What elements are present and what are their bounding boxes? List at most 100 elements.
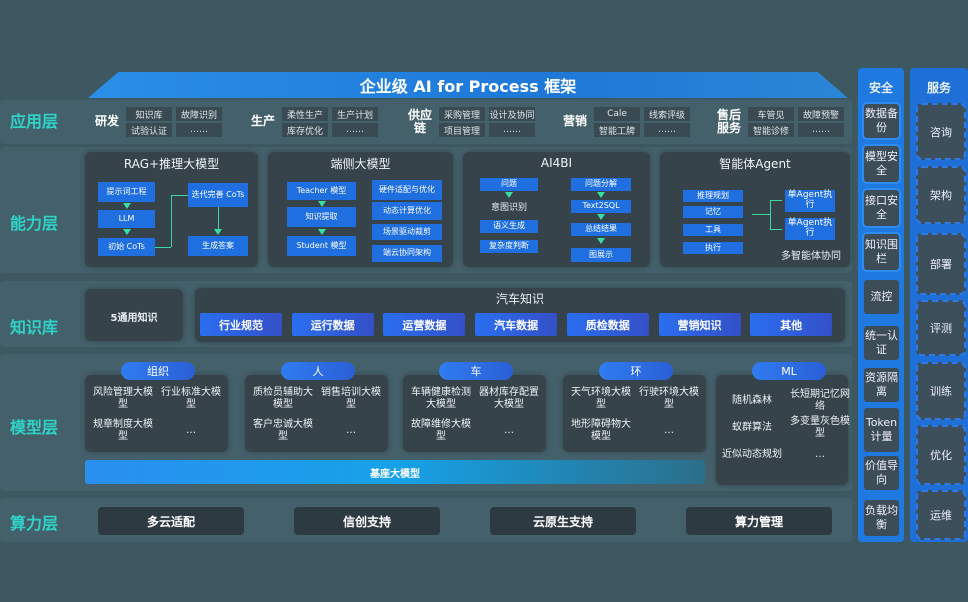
app-item[interactable]: 故障预警: [798, 107, 844, 121]
app-item[interactable]: 项目管理: [439, 123, 485, 137]
model-item[interactable]: 随机森林: [732, 394, 772, 406]
app-item[interactable]: ……: [176, 123, 222, 137]
app-item[interactable]: 智能工牌: [594, 123, 640, 137]
ai4bi-step[interactable]: Text2SQL: [571, 200, 631, 213]
agent-step[interactable]: 推理规划: [683, 190, 743, 202]
model-item[interactable]: …: [186, 424, 196, 436]
model-group-pill[interactable]: 人: [281, 362, 355, 380]
agent-step[interactable]: 工具: [683, 224, 743, 236]
model-item[interactable]: …: [664, 424, 674, 436]
agent-step[interactable]: 记忆: [683, 206, 743, 218]
app-item[interactable]: 知识库: [126, 107, 172, 121]
compute-button[interactable]: 云原生支持: [490, 507, 636, 535]
app-item[interactable]: 设计及协同: [489, 107, 535, 121]
ai4bi-step[interactable]: 总结结果: [571, 223, 631, 236]
model-item[interactable]: 蚁群算法: [732, 421, 772, 433]
model-item[interactable]: 风险管理大模型: [93, 386, 153, 411]
edge-step[interactable]: 硬件适配与优化: [372, 180, 442, 200]
app-item[interactable]: ……: [489, 123, 535, 137]
service-item[interactable]: 评测: [916, 300, 966, 356]
app-item[interactable]: 试验认证: [126, 123, 172, 137]
model-item[interactable]: …: [346, 424, 356, 436]
app-item[interactable]: 生产计划: [332, 107, 378, 121]
edge-step[interactable]: 端云协同架构: [372, 245, 442, 262]
ai4bi-step[interactable]: 问题分解: [571, 178, 631, 191]
app-item[interactable]: 库存优化: [282, 123, 328, 137]
security-item[interactable]: 价值导向: [864, 456, 899, 490]
app-item[interactable]: 线索评级: [644, 107, 690, 121]
model-item[interactable]: 行业标准大模型: [161, 386, 221, 411]
compute-button[interactable]: 信创支持: [294, 507, 440, 535]
model-item[interactable]: 多变量灰色模型: [790, 415, 850, 440]
service-item[interactable]: 部署: [916, 233, 966, 295]
model-group-pill[interactable]: 环: [599, 362, 673, 380]
app-item[interactable]: ……: [332, 123, 378, 137]
edge-step[interactable]: 动态计算优化: [372, 202, 442, 220]
app-item[interactable]: Cale: [594, 107, 640, 121]
app-item[interactable]: 车管见: [748, 107, 794, 121]
model-item[interactable]: 客户忠诚大模型: [253, 418, 313, 443]
app-item[interactable]: 采购管理: [439, 107, 485, 121]
service-item[interactable]: 训练: [916, 362, 966, 420]
knowledge-chip[interactable]: 行业规范: [200, 313, 282, 336]
edge-step[interactable]: 场景驱动裁剪: [372, 224, 442, 240]
knowledge-chip[interactable]: 汽车数据: [475, 313, 558, 336]
rag-step[interactable]: 提示词工程: [98, 182, 155, 202]
model-item[interactable]: 近似动态规划: [722, 448, 782, 460]
knowledge-chip[interactable]: 运行数据: [291, 313, 374, 336]
model-item[interactable]: 故障维修大模型: [411, 418, 471, 443]
app-item[interactable]: ……: [644, 123, 690, 137]
knowledge-chip[interactable]: 营销知识: [658, 313, 741, 336]
app-item[interactable]: 智能诊修: [748, 123, 794, 137]
model-group-pill[interactable]: 组织: [121, 362, 195, 380]
security-item[interactable]: 流控: [864, 280, 899, 314]
rag-step[interactable]: 初始 CoTs: [98, 238, 155, 256]
model-item[interactable]: 规章制度大模型: [93, 418, 153, 443]
ai4bi-step[interactable]: 复杂度判断: [480, 240, 538, 253]
model-item[interactable]: 销售培训大模型: [321, 386, 381, 411]
rag-step[interactable]: LLM: [98, 210, 155, 228]
model-item[interactable]: 车辆健康检测大模型: [411, 386, 471, 411]
agent-executor[interactable]: 单Agent执行: [785, 218, 835, 240]
security-item[interactable]: 接口安全: [864, 190, 899, 226]
knowledge-chip[interactable]: 运营数据: [383, 313, 466, 336]
security-item[interactable]: Token计量: [864, 408, 899, 452]
ai4bi-step[interactable]: 语义生成: [480, 220, 538, 233]
model-item[interactable]: …: [504, 424, 514, 436]
model-item[interactable]: 器材库存配置大模型: [479, 386, 539, 411]
compute-button[interactable]: 多云适配: [98, 507, 244, 535]
knowledge-chip[interactable]: 质检数据: [566, 313, 649, 336]
ai4bi-step[interactable]: 问题: [480, 178, 538, 191]
service-item[interactable]: 优化: [916, 425, 966, 485]
model-item[interactable]: 行驶环境大模型: [639, 386, 699, 411]
rag-step[interactable]: 生成答案: [188, 236, 248, 256]
security-item[interactable]: 负载均衡: [864, 500, 899, 536]
model-item[interactable]: 地形障碍物大模型: [571, 418, 631, 443]
service-item[interactable]: 架构: [916, 166, 966, 224]
edge-step[interactable]: Teacher 模型: [287, 182, 356, 200]
model-group-pill[interactable]: ML: [752, 362, 826, 380]
security-item[interactable]: 模型安全: [864, 146, 899, 182]
model-item[interactable]: …: [815, 448, 825, 460]
security-item[interactable]: 知识围栏: [864, 234, 899, 270]
model-item[interactable]: 质检员辅助大模型: [253, 386, 313, 411]
model-group-pill[interactable]: 车: [439, 362, 513, 380]
knowledge-chip[interactable]: 其他: [750, 313, 833, 336]
edge-step[interactable]: 知识提取: [287, 207, 356, 227]
security-item[interactable]: 数据备份: [864, 104, 899, 138]
agent-step[interactable]: 执行: [683, 242, 743, 254]
agent-executor[interactable]: 单Agent执行: [785, 190, 835, 212]
model-item[interactable]: 天气环境大模型: [571, 386, 631, 411]
service-item[interactable]: 咨询: [916, 103, 966, 160]
edge-step[interactable]: Student 模型: [287, 236, 356, 256]
app-item[interactable]: 柔性生产: [282, 107, 328, 121]
model-item[interactable]: 长短期记忆网络: [790, 388, 850, 413]
base-model-bar[interactable]: 基座大模型: [85, 460, 705, 484]
compute-button[interactable]: 算力管理: [686, 507, 832, 535]
app-item[interactable]: ……: [798, 123, 844, 137]
app-item[interactable]: 故障识别: [176, 107, 222, 121]
service-item[interactable]: 运维: [916, 490, 966, 540]
rag-step[interactable]: 迭代完善 CoTs: [188, 183, 248, 207]
ai4bi-step[interactable]: 图展示: [571, 248, 631, 262]
security-item[interactable]: 统一认证: [864, 326, 899, 360]
